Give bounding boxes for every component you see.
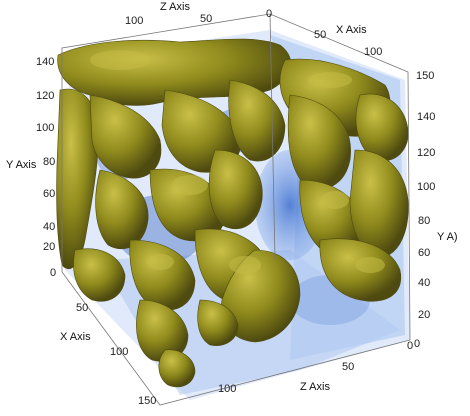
y-axis-left-tick: 120 [36, 90, 54, 102]
y-axis-left-tick: 140 [36, 56, 54, 68]
y-axis-right-tick: 100 [417, 181, 435, 193]
z-axis-bottom: Z Axis 100 50 0 [218, 340, 413, 395]
x-axis-top-tick: 100 [364, 46, 382, 58]
x-axis-bottom: X Axis 50 100 150 [60, 302, 156, 407]
z-axis-bottom-tick: 0 [407, 340, 413, 352]
x-axis-bottom-tick: 100 [110, 346, 128, 358]
y-axis-right-tick: 20 [418, 309, 430, 321]
y-axis-right-tick: 120 [417, 147, 435, 159]
y-axis-right: Y A) 140 120 100 80 60 40 20 0 [414, 111, 458, 350]
y-axis-left-tick: 40 [43, 221, 55, 233]
y-axis-left-tick: 80 [43, 156, 55, 168]
x-axis-top-tick: 50 [314, 29, 326, 41]
x-axis-bottom-tick: 150 [138, 395, 156, 407]
z-axis-top-tick: 0 [266, 8, 272, 20]
x-axis-top-tick: 150 [416, 70, 434, 82]
z-axis-top: Z Axis 100 50 0 [125, 1, 272, 27]
y-axis-right-tick: 60 [418, 247, 430, 259]
z-axis-bottom-tick: 50 [342, 361, 354, 373]
y-axis-left-title: Y Axis [6, 159, 37, 171]
y-axis-left-tick: 60 [43, 188, 55, 200]
z-axis-top-tick: 50 [200, 13, 212, 25]
y-axis-right-title: Y A) [437, 231, 458, 243]
bounding-box [61, 13, 411, 406]
x-axis-bottom-title: X Axis [60, 331, 91, 343]
y-axis-left-tick: 100 [36, 122, 54, 134]
z-axis-top-title: Z Axis [160, 1, 190, 13]
isosurface-highlights [90, 50, 385, 274]
x-axis-top-title: X Axis [336, 24, 367, 36]
x-axis-top: X Axis 50 100 150 [314, 24, 434, 82]
y-axis-left: Y Axis 140 120 100 80 60 40 20 0 [6, 56, 56, 279]
y-axis-right-tick: 40 [418, 277, 430, 289]
y-axis-right-tick: 80 [418, 215, 430, 227]
y-axis-left-tick: 0 [50, 267, 56, 279]
z-axis-bottom-tick: 100 [218, 383, 236, 395]
y-axis-right-tick: 140 [417, 111, 435, 123]
x-axis-bottom-tick: 50 [76, 302, 88, 314]
y-axis-left-tick: 20 [43, 241, 55, 253]
z-axis-top-tick: 100 [125, 15, 143, 27]
z-axis-bottom-title: Z Axis [300, 381, 330, 393]
y-axis-right-tick: 0 [414, 338, 420, 350]
